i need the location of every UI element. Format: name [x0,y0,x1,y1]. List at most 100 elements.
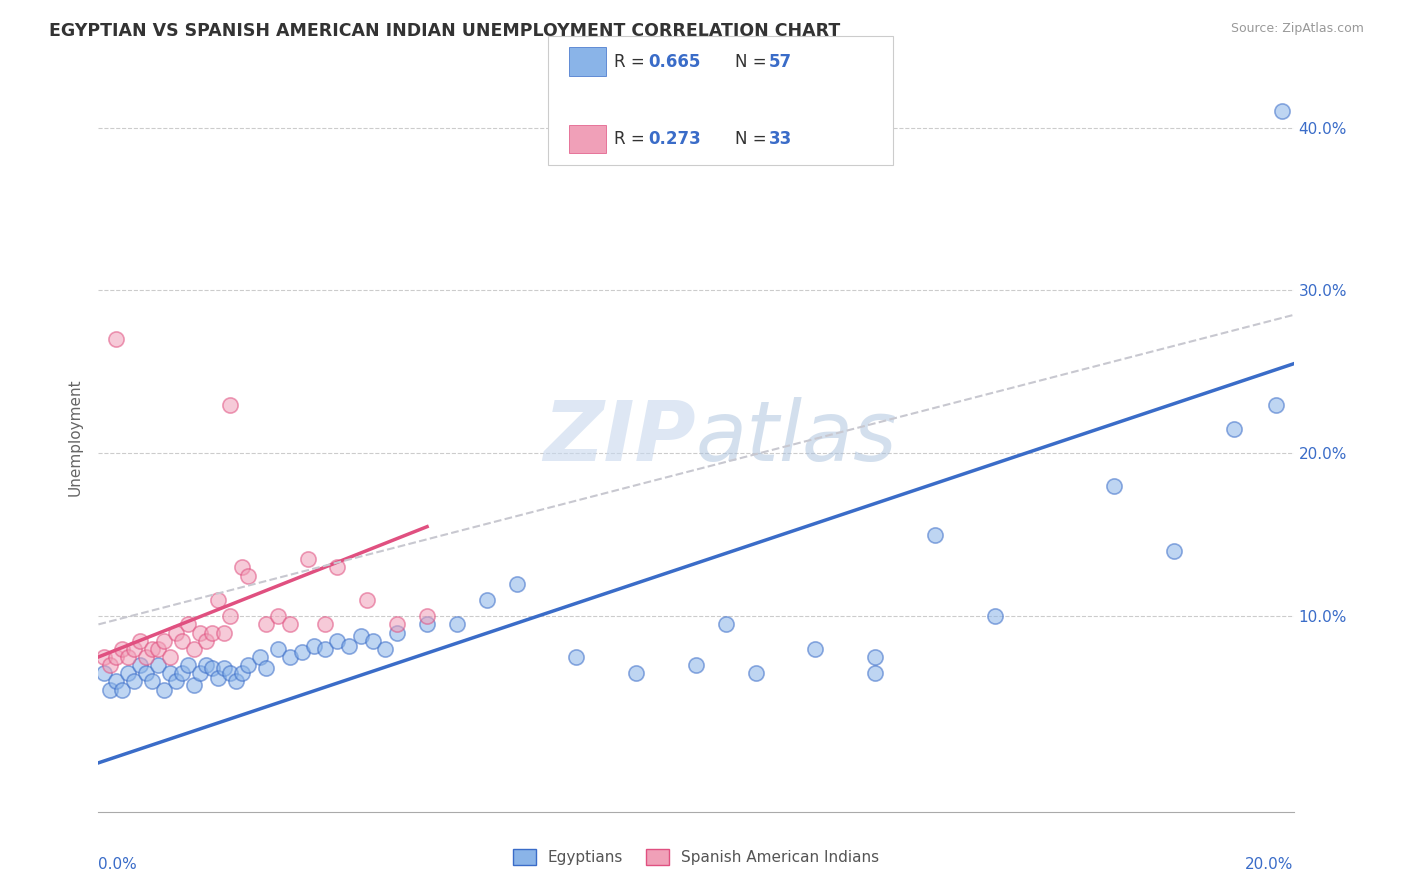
Point [291,645,314,659]
Text: 0.0%: 0.0% [98,856,138,871]
Text: 33: 33 [769,130,793,148]
Point [105,674,128,689]
Point [231,560,253,574]
Point [111,682,134,697]
Point [356,593,378,607]
Point [117,650,139,665]
Point [924,528,946,542]
Point [129,633,152,648]
Point [297,552,319,566]
Point [207,593,229,607]
Text: atlas: atlas [696,397,897,477]
Point [267,641,290,656]
Point [416,609,439,624]
Point [177,658,200,673]
Point [565,650,588,665]
Point [385,617,409,632]
Text: 0.273: 0.273 [648,130,702,148]
Point [231,666,253,681]
Point [350,629,373,643]
Point [1264,397,1286,411]
Text: N =: N = [735,53,772,70]
Text: 57: 57 [769,53,792,70]
Point [254,661,277,675]
Point [1271,104,1294,119]
Point [236,568,259,582]
Point [302,639,325,653]
Point [626,666,648,681]
Text: N =: N = [735,130,772,148]
Point [267,609,290,624]
Point [153,682,176,697]
Point [714,617,737,632]
Point [446,617,468,632]
Point [105,332,128,346]
Point [124,674,146,689]
Point [249,650,271,665]
Text: ZIP: ZIP [543,397,696,477]
Text: R =: R = [614,53,651,70]
Point [105,650,128,665]
Point [212,625,235,640]
Point [745,666,768,681]
Y-axis label: Unemployment: Unemployment [67,378,83,496]
Point [159,650,181,665]
Point [385,625,409,640]
Point [183,641,205,656]
Point [363,633,385,648]
Point [212,661,235,675]
Point [129,658,152,673]
Point [225,674,247,689]
Point [219,397,242,411]
Point [326,560,349,574]
Point [165,625,187,640]
Point [141,674,163,689]
Point [124,641,146,656]
Point [984,609,1007,624]
Point [183,678,205,692]
Point [98,682,122,697]
Point [254,617,277,632]
Point [188,666,211,681]
Point [1104,479,1126,493]
Point [195,658,218,673]
Point [148,658,170,673]
Point [98,658,122,673]
Text: 0.665: 0.665 [648,53,700,70]
Text: Source: ZipAtlas.com: Source: ZipAtlas.com [1230,22,1364,36]
Text: EGYPTIAN VS SPANISH AMERICAN INDIAN UNEMPLOYMENT CORRELATION CHART: EGYPTIAN VS SPANISH AMERICAN INDIAN UNEM… [49,22,841,40]
Point [1163,544,1185,558]
Point [165,674,187,689]
Text: 20.0%: 20.0% [1246,856,1294,871]
Point [219,609,242,624]
Point [188,625,211,640]
Point [236,658,259,673]
Point [315,617,337,632]
Point [685,658,707,673]
Point [207,671,229,685]
Point [117,666,139,681]
Point [93,650,115,665]
Point [278,617,301,632]
Point [865,666,887,681]
Point [172,666,194,681]
Point [159,666,181,681]
Legend: Egyptians, Spanish American Indians: Egyptians, Spanish American Indians [506,843,886,871]
Point [93,666,115,681]
Point [135,650,157,665]
Point [506,576,529,591]
Point [153,633,176,648]
Point [141,641,163,656]
Point [195,633,218,648]
Point [219,666,242,681]
Point [416,617,439,632]
Point [1223,422,1246,436]
Point [201,625,224,640]
Point [804,641,827,656]
Point [111,641,134,656]
Point [475,593,498,607]
Point [135,666,157,681]
Point [172,633,194,648]
Point [177,617,200,632]
Text: R =: R = [614,130,651,148]
